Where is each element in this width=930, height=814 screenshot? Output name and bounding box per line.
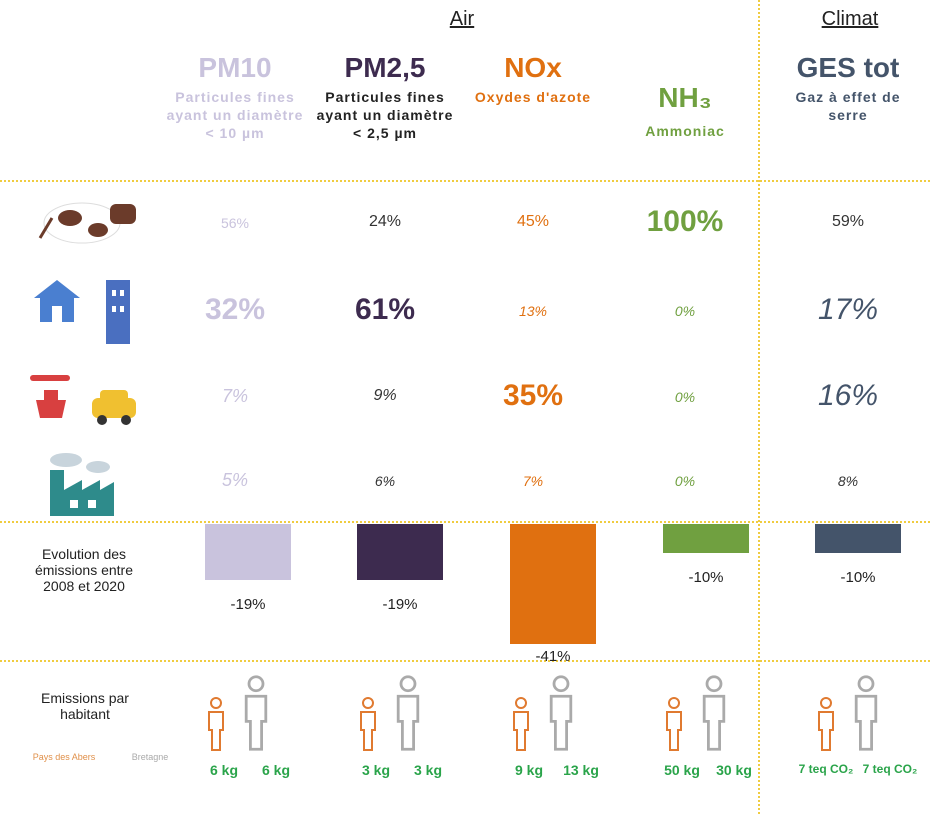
- share-value: 5%: [175, 470, 295, 491]
- evolution-bar: [357, 524, 443, 580]
- per-capita-value: 3 kg: [400, 762, 456, 778]
- person-icon: [206, 696, 226, 752]
- person-icon: [816, 696, 836, 752]
- per-capita-value: 50 kg: [654, 762, 710, 778]
- legend-item: Bretagne: [120, 752, 180, 762]
- share-value: 56%: [175, 215, 295, 231]
- column-title: GES tot: [768, 52, 928, 84]
- share-value: 100%: [625, 205, 745, 239]
- section-title: Air: [420, 8, 504, 31]
- row-label: Emissions par habitant: [30, 690, 140, 722]
- share-value: 7%: [175, 386, 295, 407]
- person-icon: [511, 696, 531, 752]
- legend-item: Pays des Abers: [14, 752, 114, 762]
- separator: [758, 0, 760, 814]
- person-icon: [547, 674, 575, 752]
- column-title: PM2,5: [305, 52, 465, 84]
- per-capita-value: 6 kg: [196, 762, 252, 778]
- person-icon: [700, 674, 728, 752]
- share-value: 32%: [175, 293, 295, 327]
- share-value: 61%: [325, 293, 445, 327]
- share-value: 17%: [788, 293, 908, 327]
- person-icon: [242, 674, 270, 752]
- evolution-label: -41%: [503, 648, 603, 665]
- evolution-bar: [510, 524, 596, 644]
- separator: [0, 521, 930, 523]
- separator: [0, 660, 930, 662]
- evolution-bar: [205, 524, 291, 580]
- evolution-bar: [663, 524, 749, 553]
- sector-icons: [30, 190, 150, 520]
- evolution-label: -19%: [350, 596, 450, 613]
- section-title: Climat: [790, 8, 910, 31]
- person-icon: [358, 696, 378, 752]
- share-value: 0%: [625, 389, 745, 405]
- agriculture-icon: [40, 203, 136, 243]
- column-subtitle: Gaz à effet de serre: [778, 88, 918, 124]
- share-value: 13%: [473, 303, 593, 319]
- column-title: PM10: [155, 52, 315, 84]
- person-icon: [394, 674, 422, 752]
- share-value: 59%: [788, 213, 908, 231]
- evolution-bar: [815, 524, 901, 553]
- industry-icon: [50, 453, 114, 516]
- transport-icon: [30, 375, 136, 425]
- per-capita-value: 7 teq CO₂: [798, 762, 854, 776]
- share-value: 24%: [325, 213, 445, 231]
- infographic: AirClimatPM10Particules fines ayant un d…: [0, 0, 930, 814]
- evolution-label: -10%: [808, 569, 908, 586]
- share-value: 0%: [625, 303, 745, 319]
- share-value: 6%: [325, 473, 445, 489]
- column-title: NOx: [453, 52, 613, 84]
- column-subtitle: Oxydes d'azote: [463, 88, 603, 106]
- per-capita-value: 3 kg: [348, 762, 404, 778]
- column-subtitle: Particules fines ayant un diamètre < 10 …: [165, 88, 305, 142]
- evolution-label: -19%: [198, 596, 298, 613]
- share-value: 45%: [473, 213, 593, 231]
- share-value: 0%: [625, 473, 745, 489]
- per-capita-value: 30 kg: [706, 762, 762, 778]
- column-title: NH₃: [605, 82, 765, 114]
- person-icon: [664, 696, 684, 752]
- per-capita-value: 13 kg: [553, 762, 609, 778]
- per-capita-value: 7 teq CO₂: [862, 762, 918, 776]
- column-subtitle: Ammoniac: [615, 122, 755, 140]
- share-value: 7%: [473, 473, 593, 489]
- column-subtitle: Particules fines ayant un diamètre < 2,5…: [315, 88, 455, 142]
- per-capita-value: 9 kg: [501, 762, 557, 778]
- evolution-label: -10%: [656, 569, 756, 586]
- share-value: 35%: [473, 379, 593, 413]
- per-capita-value: 6 kg: [248, 762, 304, 778]
- residential-icon: [34, 280, 130, 344]
- share-value: 9%: [325, 387, 445, 405]
- share-value: 8%: [788, 473, 908, 489]
- person-icon: [852, 674, 880, 752]
- separator: [0, 180, 930, 182]
- row-label: Evolution des émissions entre 2008 et 20…: [20, 546, 148, 594]
- share-value: 16%: [788, 379, 908, 413]
